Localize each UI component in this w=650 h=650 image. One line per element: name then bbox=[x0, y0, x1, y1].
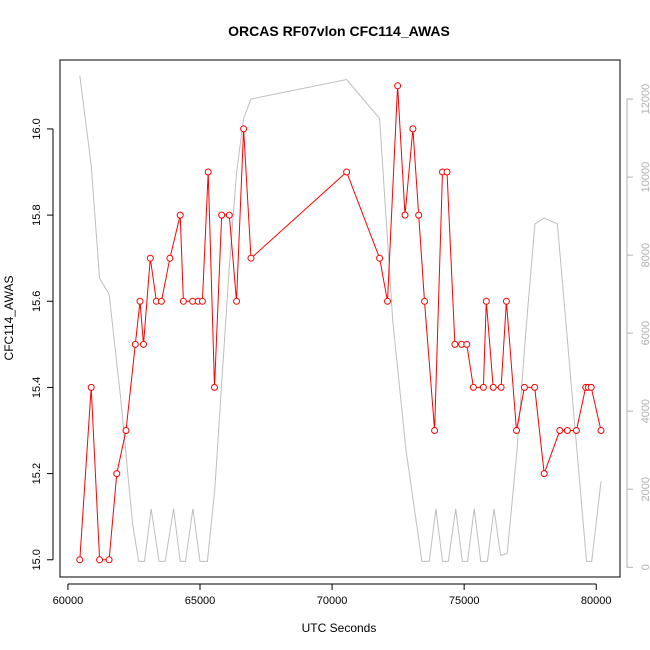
data-point bbox=[401, 211, 409, 219]
data-point bbox=[431, 427, 439, 434]
y-tick-label: 16.0 bbox=[31, 118, 43, 139]
data-point bbox=[597, 427, 605, 434]
plot-frame bbox=[59, 59, 621, 578]
data-point bbox=[96, 556, 104, 564]
axes-layer: 60000 65000 70000 75000 8000015.015.215.415.… bbox=[31, 84, 650, 607]
data-point bbox=[157, 297, 165, 305]
data-point bbox=[233, 297, 240, 305]
data-point bbox=[421, 297, 428, 305]
data-point bbox=[409, 125, 417, 133]
x-tick-label: 70000 bbox=[317, 595, 348, 607]
data-point bbox=[122, 427, 130, 434]
data-point bbox=[131, 340, 139, 348]
data-point bbox=[76, 556, 84, 564]
data-point bbox=[394, 82, 402, 90]
data-point bbox=[140, 340, 147, 348]
data-point bbox=[166, 254, 174, 262]
data-point bbox=[225, 211, 233, 219]
y-axis-label: CFC114_AWAS bbox=[2, 276, 16, 361]
data-point bbox=[179, 297, 187, 305]
data-point bbox=[563, 427, 571, 434]
y2-tick-label: 4000 bbox=[640, 399, 650, 423]
y2-tick-label: 12000 bbox=[640, 84, 650, 115]
chart-title: ORCAS RF07vlon CFC114_AWAS bbox=[228, 23, 450, 39]
data-point bbox=[343, 168, 351, 176]
data-point bbox=[502, 297, 510, 305]
data-point bbox=[87, 383, 95, 391]
data-point bbox=[105, 556, 113, 564]
x-axis-label: UTC Seconds bbox=[302, 621, 377, 635]
y-tick-label: 15.0 bbox=[31, 549, 43, 570]
data-point bbox=[443, 168, 451, 176]
y-tick-label: 15.2 bbox=[31, 463, 43, 484]
data-point bbox=[146, 254, 154, 262]
data-point bbox=[587, 383, 595, 391]
y-tick-label: 15.6 bbox=[31, 291, 43, 312]
data-point bbox=[211, 383, 218, 391]
data-point bbox=[247, 254, 255, 262]
data-point bbox=[240, 125, 248, 133]
data-point bbox=[482, 297, 490, 305]
data-point bbox=[531, 383, 539, 391]
data-point bbox=[489, 383, 497, 391]
data-point bbox=[376, 254, 384, 262]
data-point bbox=[198, 297, 206, 305]
data-point bbox=[520, 383, 528, 391]
y-tick-label: 15.8 bbox=[31, 204, 43, 225]
data-point bbox=[572, 427, 580, 434]
primary-series-line bbox=[79, 85, 602, 561]
y2-tick-label: 2000 bbox=[640, 477, 650, 501]
data-point bbox=[540, 470, 548, 478]
data-point bbox=[556, 427, 564, 434]
data-point bbox=[136, 297, 144, 305]
data-point bbox=[218, 211, 226, 219]
x-tick-label: 60000 bbox=[53, 595, 84, 607]
x-tick-label: 65000 bbox=[185, 595, 216, 607]
x-tick-label: 75000 bbox=[449, 595, 480, 607]
data-point bbox=[497, 383, 505, 391]
secondary-series-line bbox=[79, 75, 602, 562]
data-point bbox=[513, 427, 520, 434]
series-layer bbox=[76, 75, 605, 564]
data-point bbox=[469, 383, 477, 391]
y2-tick-label: 6000 bbox=[640, 321, 650, 345]
data-point bbox=[113, 470, 121, 478]
y2-tick-label: 8000 bbox=[640, 243, 650, 267]
data-point bbox=[451, 340, 459, 348]
data-point bbox=[204, 168, 212, 176]
y2-tick-label: 0 bbox=[640, 564, 650, 570]
x-tick-label: 80000 bbox=[581, 595, 612, 607]
y2-tick-label: 10000 bbox=[640, 162, 650, 193]
data-point bbox=[384, 297, 391, 305]
data-point bbox=[479, 383, 487, 391]
data-point bbox=[463, 340, 471, 348]
data-point bbox=[176, 211, 184, 219]
data-point bbox=[415, 211, 423, 219]
y-tick-label: 15.4 bbox=[31, 377, 43, 398]
